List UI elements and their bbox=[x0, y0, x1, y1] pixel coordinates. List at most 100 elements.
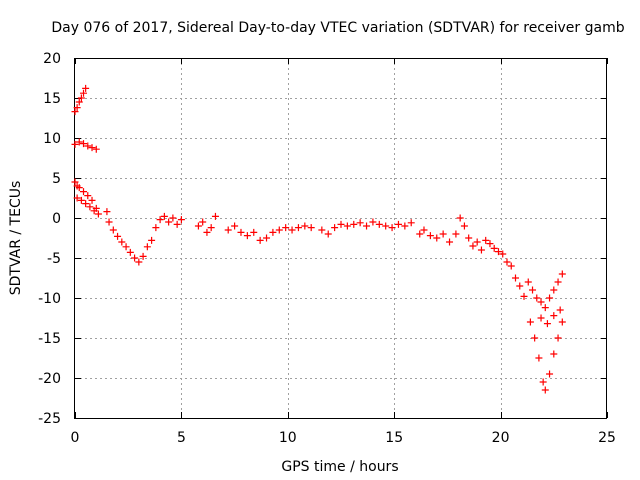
data-point bbox=[516, 282, 524, 290]
data-point bbox=[363, 222, 371, 230]
series-sdtvar bbox=[71, 84, 566, 394]
data-point bbox=[103, 208, 111, 216]
data-point bbox=[307, 224, 315, 232]
data-point bbox=[469, 242, 477, 250]
y-axis-label: SDTVAR / TECUs bbox=[8, 181, 24, 296]
data-point bbox=[554, 278, 562, 286]
data-point bbox=[446, 238, 454, 246]
data-point bbox=[73, 104, 81, 112]
data-point bbox=[224, 226, 232, 234]
data-point bbox=[433, 234, 441, 242]
plot-frame bbox=[74, 58, 607, 419]
data-point bbox=[160, 212, 168, 220]
grid-lines bbox=[75, 58, 607, 418]
data-point bbox=[282, 224, 290, 232]
data-point bbox=[539, 378, 547, 386]
x-tick-label: 20 bbox=[492, 430, 510, 446]
x-tick-label: 25 bbox=[598, 430, 616, 446]
axis-ticks: 0 5 10 15 20 25 20 15 10 5 0 -5 -10 -15 -20 -25 bbox=[38, 51, 616, 446]
data-point bbox=[165, 218, 173, 226]
x-tick-label: 15 bbox=[385, 430, 403, 446]
data-point bbox=[541, 304, 549, 312]
data-point bbox=[84, 192, 92, 200]
data-point bbox=[71, 178, 79, 186]
data-point bbox=[288, 226, 296, 234]
data-point bbox=[356, 219, 364, 227]
data-point bbox=[75, 98, 83, 106]
data-point bbox=[301, 222, 309, 230]
data-point bbox=[109, 226, 117, 234]
data-point bbox=[263, 234, 271, 242]
data-point bbox=[350, 220, 358, 228]
data-point bbox=[169, 214, 177, 222]
data-point bbox=[558, 318, 566, 326]
data-point bbox=[207, 224, 215, 232]
data-point bbox=[550, 286, 558, 294]
data-point bbox=[401, 222, 409, 230]
data-point bbox=[105, 218, 113, 226]
data-point bbox=[482, 236, 490, 244]
data-point bbox=[88, 196, 96, 204]
data-point bbox=[416, 230, 424, 238]
data-point bbox=[460, 222, 468, 230]
data-point bbox=[439, 230, 447, 238]
data-point bbox=[511, 274, 519, 282]
y-tick-label: -10 bbox=[38, 291, 61, 307]
data-point bbox=[256, 236, 264, 244]
data-point bbox=[473, 238, 481, 246]
data-point bbox=[143, 243, 151, 251]
data-point bbox=[494, 248, 502, 256]
data-point bbox=[86, 203, 94, 211]
data-point bbox=[486, 240, 494, 248]
y-tick-label: 0 bbox=[52, 211, 61, 227]
data-point bbox=[75, 184, 83, 192]
data-point bbox=[71, 140, 79, 148]
data-point bbox=[531, 334, 539, 342]
data-point bbox=[343, 222, 351, 230]
data-point bbox=[90, 207, 98, 215]
data-point bbox=[131, 254, 139, 262]
data-point bbox=[503, 258, 511, 266]
data-point bbox=[126, 248, 134, 256]
data-point bbox=[369, 218, 377, 226]
data-point bbox=[477, 246, 485, 254]
y-tick-label: -15 bbox=[38, 331, 61, 347]
y-tick-label: 20 bbox=[43, 51, 61, 67]
data-point bbox=[543, 320, 551, 328]
data-point bbox=[558, 270, 566, 278]
data-point bbox=[82, 84, 90, 92]
data-point bbox=[269, 228, 277, 236]
y-tick-label: -5 bbox=[47, 251, 61, 267]
data-point bbox=[82, 200, 90, 208]
data-point bbox=[194, 222, 202, 230]
data-point bbox=[231, 222, 239, 230]
data-point bbox=[537, 298, 545, 306]
data-point bbox=[139, 252, 147, 260]
x-tick-label: 0 bbox=[71, 430, 80, 446]
data-point bbox=[88, 144, 96, 152]
data-point bbox=[407, 219, 415, 227]
data-point bbox=[294, 224, 302, 232]
data-point bbox=[331, 224, 339, 232]
y-tick-label: 5 bbox=[52, 171, 61, 187]
data-point bbox=[550, 350, 558, 358]
data-point bbox=[318, 226, 326, 234]
y-tick-label: -25 bbox=[38, 411, 61, 427]
y-tick-label: 10 bbox=[43, 131, 61, 147]
data-point bbox=[156, 216, 164, 224]
data-point bbox=[394, 220, 402, 228]
y-tick-label: 15 bbox=[43, 91, 61, 107]
data-point bbox=[237, 228, 245, 236]
data-point bbox=[529, 286, 537, 294]
data-point bbox=[452, 230, 460, 238]
x-tick-label: 10 bbox=[279, 430, 297, 446]
data-point bbox=[556, 306, 564, 314]
x-axis-label: GPS time / hours bbox=[281, 459, 398, 475]
data-point bbox=[524, 278, 532, 286]
data-point bbox=[80, 188, 88, 196]
data-point bbox=[275, 226, 283, 234]
data-point bbox=[337, 220, 345, 228]
data-point bbox=[199, 218, 207, 226]
